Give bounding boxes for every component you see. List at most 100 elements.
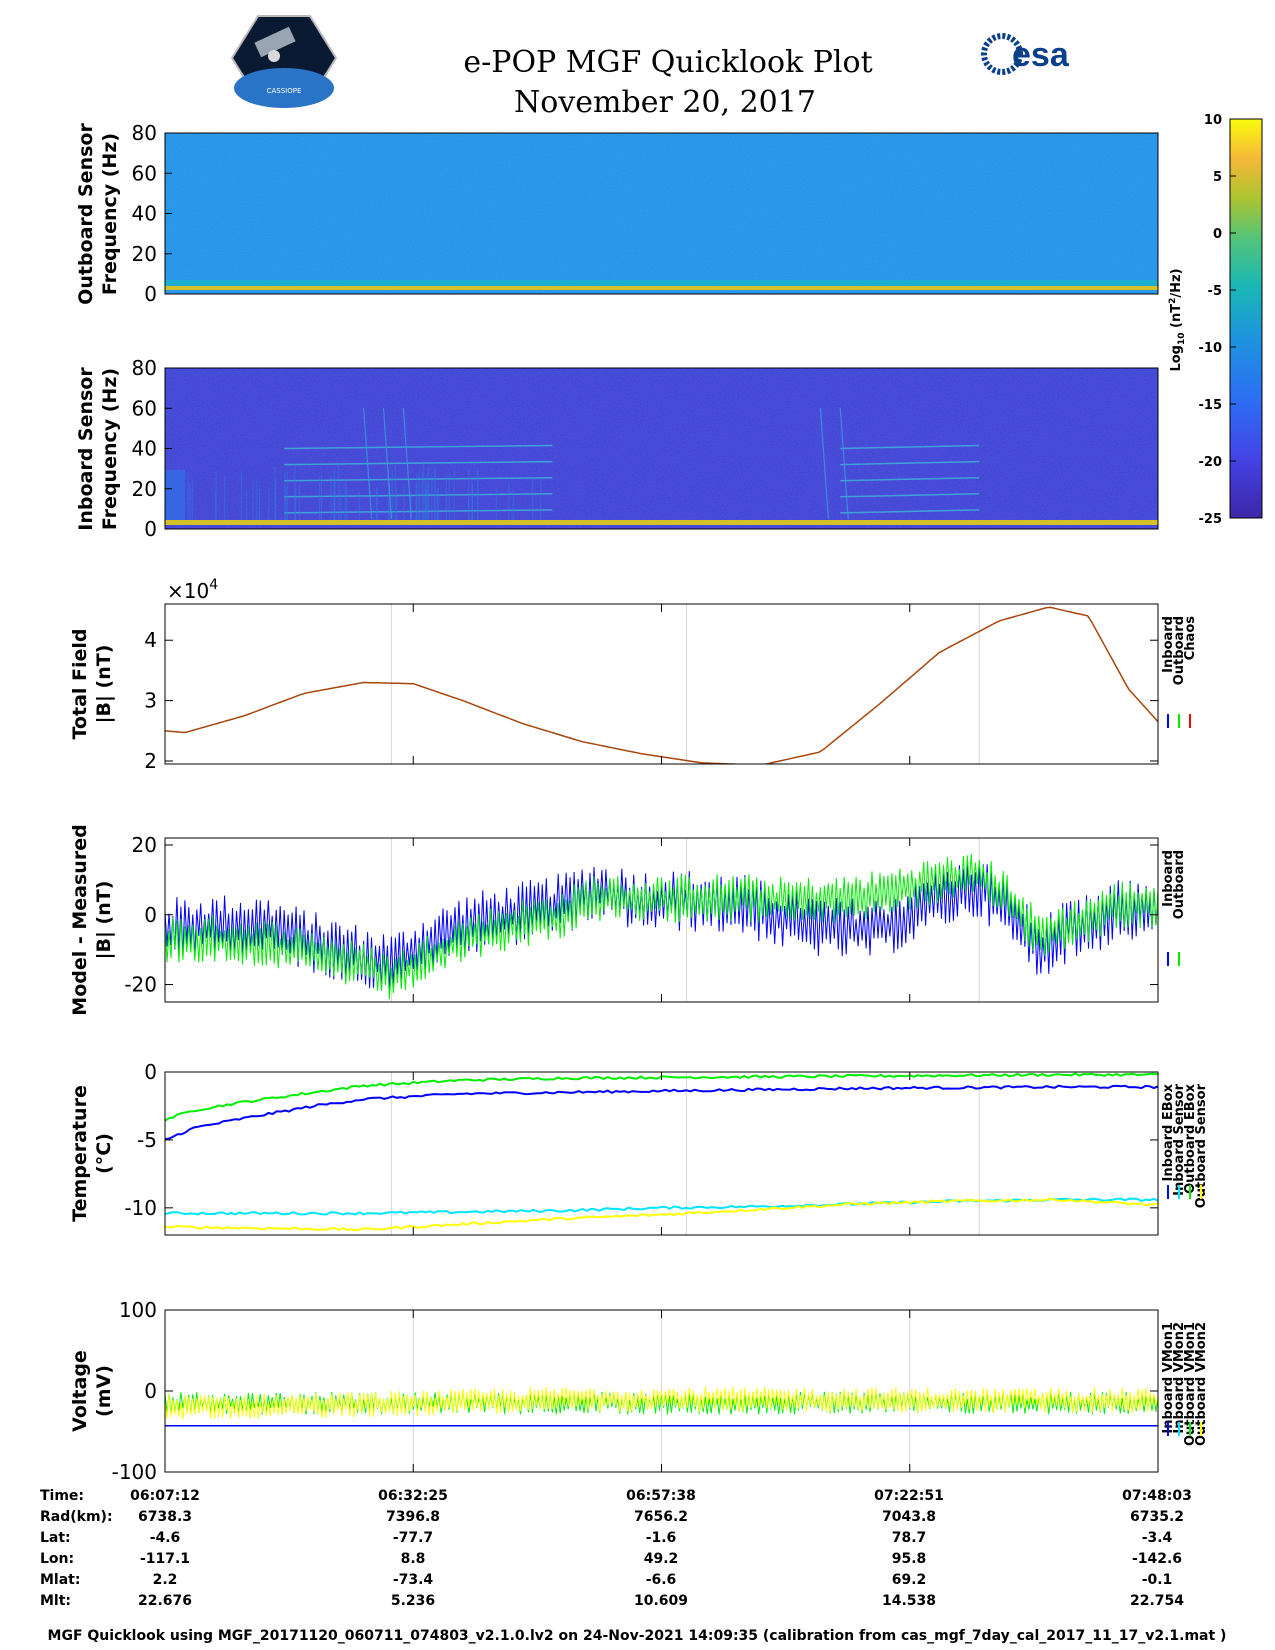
- orbit-row-value: -4.6: [150, 1530, 181, 1546]
- panel-ylabel-line1: Total Field: [69, 628, 91, 739]
- orbit-row-label: Lon:: [40, 1551, 74, 1567]
- ytick-label: 2: [144, 749, 157, 773]
- colorbar-tick-label: -15: [1199, 398, 1223, 413]
- series-outboard-sensor-line: [165, 1197, 1158, 1232]
- whistler-trace: [402, 407, 412, 520]
- harmonic-line: [284, 476, 553, 482]
- orbit-row-value: 06:07:12: [130, 1488, 200, 1504]
- legend-label: Inboard VMon1: [1161, 1322, 1176, 1434]
- orbit-row-value: -142.6: [1132, 1551, 1182, 1567]
- orbit-row-value: -3.4: [1142, 1530, 1173, 1546]
- panel-ylabel-line2: (°C): [93, 1133, 115, 1174]
- spectrogram-ytick-label: 20: [132, 242, 157, 266]
- spectrogram-ytick-label: 60: [132, 396, 157, 420]
- orbit-row-value: 7396.8: [386, 1509, 440, 1525]
- harmonic-line: [840, 493, 980, 498]
- colorbar-label: Log10 (nT2/Hz): [1168, 268, 1187, 371]
- whistler-trace: [382, 407, 393, 520]
- spectrogram-ytick-label: 20: [132, 477, 157, 501]
- total-field-multiplier: ×104: [167, 577, 218, 603]
- plot-area: [165, 853, 1158, 999]
- orbit-row-value: -117.1: [140, 1551, 190, 1567]
- outboard-spectrogram-y-axis: 0 20 40 60 80: [132, 121, 172, 306]
- whistler-trace: [819, 407, 829, 520]
- whistler-trace: [839, 407, 849, 520]
- orbit-row-value: 10.609: [634, 1593, 688, 1609]
- panel-ylabel-line2: |B| (nT): [93, 645, 115, 724]
- orbit-info-table: Time: 06:07:12 06:32:25 06:57:38 07:22:51 07:…: [40, 1488, 1192, 1609]
- colorbar-tick-label: -10: [1199, 341, 1223, 356]
- outboard-spectrogram-noise: [165, 133, 1158, 294]
- plot-area: [165, 1386, 1158, 1427]
- spectrogram-ytick-label: 40: [132, 437, 157, 461]
- esa-logo: esa: [981, 33, 1070, 75]
- orbit-row-value: 2.2: [153, 1572, 178, 1588]
- satellite-shape: [254, 26, 296, 58]
- harmonic-line: [840, 444, 980, 450]
- plot-date: November 20, 2017: [514, 85, 816, 120]
- series-outboard-vmon2-trace: [165, 1386, 1158, 1420]
- temperature-panel: -10 -5 0 Temperature (°C) Inboard EBoxInboard…: [69, 1060, 1209, 1236]
- colorbar-tick-label: 10: [1204, 113, 1222, 128]
- legend-label: Outboard Sensor: [1194, 1083, 1209, 1208]
- outboard-ylabel-line1: Outboard Sensor: [75, 123, 97, 305]
- orbit-row-value: 22.676: [138, 1593, 192, 1609]
- inboard-ylabel-line2: Frequency (Hz): [99, 368, 121, 530]
- inboard-dc-band: [165, 520, 1158, 525]
- earth-shape: [234, 68, 334, 108]
- ytick-label: -10: [124, 1196, 157, 1220]
- outboard-ylabel-line2: Frequency (Hz): [99, 133, 121, 295]
- colorbar-tick-label: -5: [1208, 284, 1222, 299]
- inboard-early-band: [165, 470, 185, 525]
- orbit-row-value: 07:48:03: [1122, 1488, 1192, 1504]
- spectrogram-ytick-label: 40: [132, 202, 157, 226]
- orbit-row-value: 14.538: [882, 1593, 936, 1609]
- model-measured-panel: -20 0 20 Model - Measured |B| (nT) InboardOut…: [69, 824, 1187, 1015]
- panel-background: [165, 1072, 1158, 1235]
- colorbar-gradient: [1229, 118, 1263, 519]
- total-field-panel: 2 3 4 Total Field |B| (nT) InboardOutboardCha…: [69, 603, 1198, 773]
- ytick-label: 0: [144, 1379, 157, 1403]
- panel-ylabel-line1: Voltage: [69, 1350, 91, 1432]
- orbit-row-value: 8.8: [401, 1551, 426, 1567]
- orbit-row-label: Mlat:: [40, 1572, 80, 1588]
- spectrogram-ytick-label: 60: [132, 161, 157, 185]
- orbit-row-label: Lat:: [40, 1530, 71, 1546]
- spectrogram-ytick-label: 0: [144, 282, 157, 306]
- spectrogram-ytick-label: 0: [144, 517, 157, 541]
- voltage-panel: -100 0 100 Voltage (mV) Inboard VMon1Inboard …: [69, 1298, 1209, 1484]
- ytick-label: 0: [144, 1060, 157, 1084]
- inboard-spectrogram: [164, 367, 1159, 530]
- orbit-row-value: -77.7: [393, 1530, 433, 1546]
- legend-label: Chaos: [1183, 616, 1198, 660]
- panel-ylabel-line1: Temperature: [69, 1085, 91, 1222]
- orbit-row-value: 06:57:38: [626, 1488, 696, 1504]
- legend-label: Inboard: [1161, 850, 1176, 907]
- orbit-row-value: 49.2: [644, 1551, 679, 1567]
- orbit-row-value: 95.8: [892, 1551, 927, 1567]
- series-outboard-trace: [165, 853, 1158, 999]
- legend-label: Inboard Sensor: [1172, 1083, 1187, 1195]
- legend-label: Outboard: [1172, 850, 1187, 919]
- orbit-row-value: 07:22:51: [874, 1488, 944, 1504]
- orbit-row-value: 6735.2: [1130, 1509, 1184, 1525]
- inboard-harmonic-lines: [187, 407, 980, 521]
- ytick-label: 0: [144, 903, 157, 927]
- orbit-row-value: 22.754: [1130, 1593, 1184, 1609]
- orbit-row-label: Mlt:: [40, 1593, 71, 1609]
- inboard-spectrogram-y-axis: 0 20 40 60 80: [132, 356, 172, 541]
- orbit-row-label: Rad(km):: [40, 1509, 113, 1525]
- colorbar-tick-label: -25: [1199, 512, 1223, 527]
- panel-background: [165, 838, 1158, 1002]
- inboard-spectrogram-ylabel: Inboard Sensor Frequency (Hz): [75, 367, 121, 531]
- esa-logo-mark: [981, 33, 1023, 75]
- legend-label: Inboard EBox: [1161, 1083, 1176, 1181]
- whistler-trace: [363, 407, 373, 520]
- cassiope-logo: CASSIOPE: [230, 15, 338, 108]
- orbit-row-label: Time:: [40, 1488, 84, 1504]
- legend-label: Outboard: [1172, 616, 1187, 685]
- inboard-ylabel-line1: Inboard Sensor: [75, 367, 97, 531]
